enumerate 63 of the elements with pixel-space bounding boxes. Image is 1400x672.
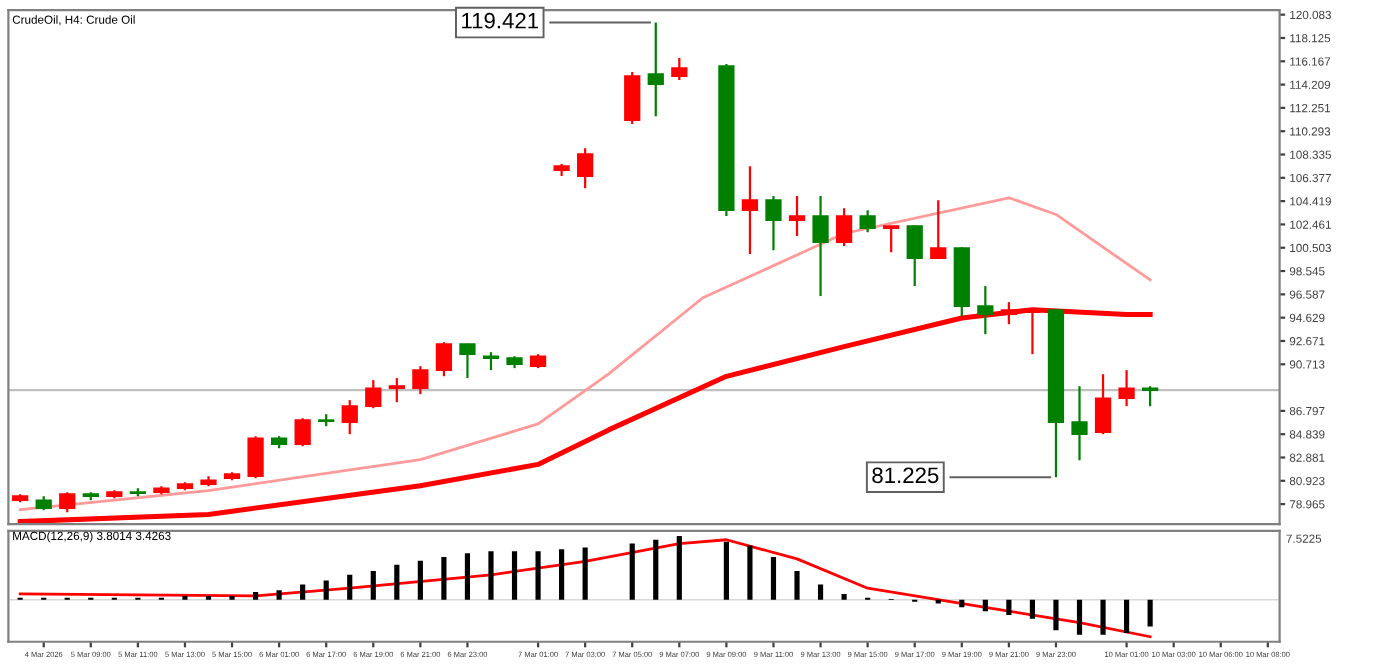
bar (1100, 599, 1106, 635)
bar (1147, 599, 1153, 627)
candlestick (977, 284, 994, 336)
bar (323, 580, 329, 600)
annotation: 81.225 (872, 467, 939, 484)
bar (347, 574, 353, 600)
candlestick (247, 435, 264, 480)
candlestick (647, 21, 664, 118)
candlestick (435, 341, 453, 378)
bar (394, 564, 400, 600)
candlestick (859, 209, 876, 234)
bar (747, 545, 753, 600)
bar (794, 571, 800, 600)
bar (629, 543, 635, 600)
annotation: 119.421 (462, 12, 539, 29)
candlestick (294, 417, 311, 448)
candlestick (412, 365, 429, 396)
candlestick (765, 195, 782, 252)
candlestick (812, 195, 829, 298)
candlestick (459, 342, 476, 380)
candlestick (388, 377, 405, 404)
bar (817, 584, 824, 600)
line-series (18, 196, 1152, 512)
candlestick (577, 147, 594, 190)
candlestick (741, 165, 759, 256)
candlestick (341, 399, 358, 436)
bar (417, 560, 423, 600)
candlestick (624, 70, 641, 126)
candlestick (788, 195, 806, 238)
bar (276, 590, 282, 600)
candlestick (835, 207, 853, 248)
candlestick (1071, 385, 1088, 462)
bar (676, 535, 682, 600)
bar (770, 556, 777, 600)
bar (1006, 599, 1012, 616)
bar (982, 599, 988, 612)
bar (441, 556, 447, 600)
candlestick (906, 224, 923, 288)
bar (252, 592, 259, 600)
bar (511, 551, 518, 600)
candlestick (930, 199, 947, 260)
bar (1029, 599, 1036, 619)
bar (653, 539, 659, 600)
candlestick (671, 56, 688, 82)
candlestick (1118, 369, 1135, 408)
candlestick (59, 491, 76, 514)
candlestick (365, 379, 382, 410)
bar (1076, 599, 1083, 635)
bar (723, 541, 729, 600)
bar (464, 553, 471, 600)
bar (1124, 599, 1130, 633)
bar (559, 549, 565, 600)
bar (370, 571, 376, 600)
line-series (17, 307, 1153, 525)
bar (535, 551, 541, 600)
bar (1053, 599, 1059, 631)
candlestick (883, 225, 900, 254)
bar (841, 593, 847, 600)
bar (488, 551, 494, 600)
candlestick (1094, 373, 1112, 436)
bar (582, 547, 588, 600)
bar (300, 584, 306, 600)
candlestick (1141, 385, 1159, 408)
